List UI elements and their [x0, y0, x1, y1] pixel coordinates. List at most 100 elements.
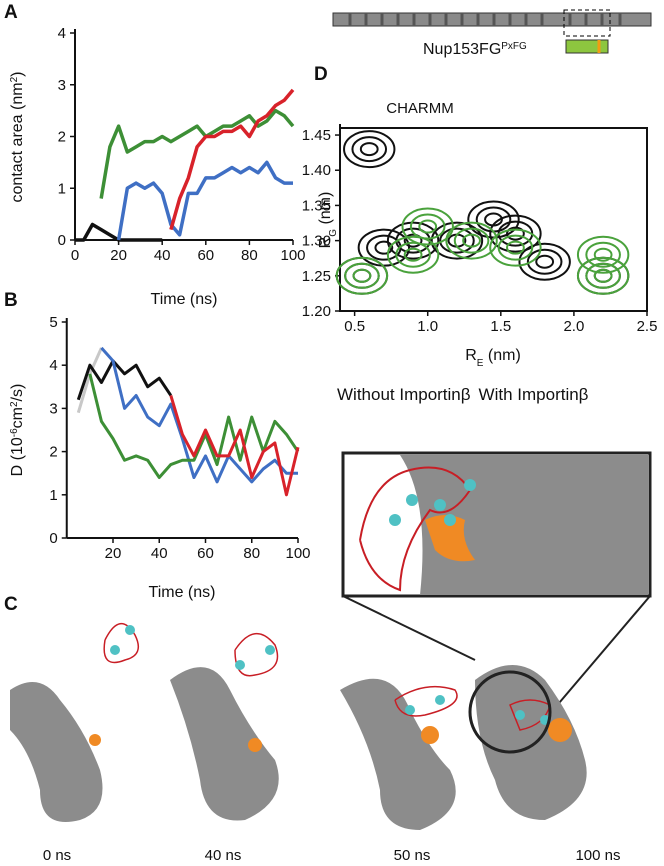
x-tick-label: 80: [241, 247, 258, 264]
contour-line: [359, 142, 379, 157]
series-line: [100, 346, 298, 484]
snapshot-label: 40 ns: [205, 847, 242, 864]
y-tick-label: 3: [49, 400, 57, 417]
x-tick-label: 40: [154, 247, 171, 264]
y-tick-label: 5: [49, 314, 57, 331]
legend-entry: Without Importinβ: [337, 385, 471, 404]
x-tick-label: 100: [285, 545, 310, 562]
label-part: E: [477, 358, 484, 369]
contour-line: [593, 268, 613, 283]
y-tick-label: 3: [58, 77, 66, 94]
y-tick-label: 1: [49, 487, 57, 504]
y-axis-label: contact area (nm2): [9, 72, 27, 203]
panel-label: A: [4, 2, 18, 23]
contour-line: [497, 234, 534, 261]
y-axis-label: D (10-6cm2/s): [9, 384, 27, 477]
x-tick-label: 80: [243, 545, 260, 562]
label-part: ): [9, 72, 26, 77]
label-part: D (10: [9, 437, 26, 476]
contour-line: [462, 233, 481, 248]
x-tick-label: 1.5: [490, 318, 511, 335]
construct-variant: PxFG: [501, 41, 527, 52]
snapshot-label: 50 ns: [394, 847, 431, 864]
panel-label: D: [314, 64, 328, 85]
contour-line: [335, 256, 389, 295]
contour-cluster: [335, 256, 389, 295]
contour-cluster: [576, 256, 630, 295]
contour-line: [418, 219, 438, 234]
y-tick-label: 1.20: [302, 303, 331, 320]
contour-line: [576, 256, 630, 295]
contour-line: [535, 254, 555, 269]
y-tick-label: 1.25: [302, 268, 331, 285]
contour-line: [343, 130, 396, 169]
contour-line: [344, 262, 380, 289]
label-part: 2: [9, 401, 20, 407]
contour-line: [576, 235, 630, 274]
snapshot-label: 0 ns: [43, 847, 71, 864]
contour-cluster: [489, 228, 542, 267]
contour-cluster: [445, 221, 498, 260]
contour-cluster: [343, 130, 396, 169]
contour-line: [489, 214, 542, 253]
contour-line: [475, 206, 512, 233]
series-line: [169, 395, 300, 497]
y-tick-label: 1.35: [302, 197, 331, 214]
contour-line: [403, 247, 423, 262]
contour-line: [409, 213, 446, 240]
y-axis-label: RG (nm): [317, 192, 339, 249]
label-part: /s): [9, 384, 26, 402]
x-tick-label: 60: [197, 247, 214, 264]
construct-label: Nup153FGPxFG: [423, 41, 527, 59]
x-tick-label: 0.5: [344, 318, 365, 335]
contour-line: [506, 226, 525, 241]
contour-line: [445, 221, 498, 260]
x-axis-label: Time (ns): [151, 291, 218, 308]
x-tick-label: 1.0: [417, 318, 438, 335]
x-tick-label: 20: [110, 247, 127, 264]
contour-line: [453, 227, 490, 254]
x-tick-label: 2.0: [563, 318, 584, 335]
contour-cluster: [401, 207, 454, 246]
y-tick-label: 0: [58, 232, 66, 249]
contour-line: [439, 227, 475, 254]
contour-cluster: [576, 235, 630, 274]
contour-line: [489, 228, 542, 267]
y-tick-label: 1.40: [302, 162, 331, 179]
y-tick-label: 0: [49, 530, 57, 547]
label-part: 2: [9, 76, 20, 82]
panel-label: B: [4, 290, 18, 311]
chart-title: CHARMM: [386, 100, 454, 117]
label-part: cm: [9, 407, 26, 428]
label-part: -6: [9, 428, 20, 437]
label-part: contact area (nm: [9, 82, 26, 202]
x-axis-label: RE (nm): [465, 347, 521, 369]
y-tick-label: 1: [58, 180, 66, 197]
x-tick-label: 20: [105, 545, 122, 562]
panel-label: C: [4, 594, 18, 615]
contour-line: [351, 136, 388, 163]
x-tick-label: 0: [71, 247, 79, 264]
series-line: [99, 108, 295, 199]
contour-cluster: [357, 228, 411, 267]
contour-line: [585, 262, 621, 289]
contour-line: [352, 268, 372, 283]
contour-line: [526, 248, 563, 275]
contour-line: [374, 240, 394, 255]
contour-line: [593, 247, 613, 262]
y-tick-label: 4: [58, 25, 66, 42]
label-part: R: [317, 237, 334, 249]
contour-line: [585, 241, 621, 268]
y-tick-label: 4: [49, 357, 57, 374]
contour-line: [386, 221, 440, 260]
contour-cluster: [518, 242, 571, 281]
contour-line: [395, 241, 431, 268]
x-tick-label: 60: [197, 545, 214, 562]
y-tick-label: 2: [58, 129, 66, 146]
series-line: [169, 88, 295, 231]
label-part: (nm): [483, 347, 520, 364]
x-tick-label: 100: [280, 247, 305, 264]
legend-entry: With Importinβ: [479, 385, 589, 404]
